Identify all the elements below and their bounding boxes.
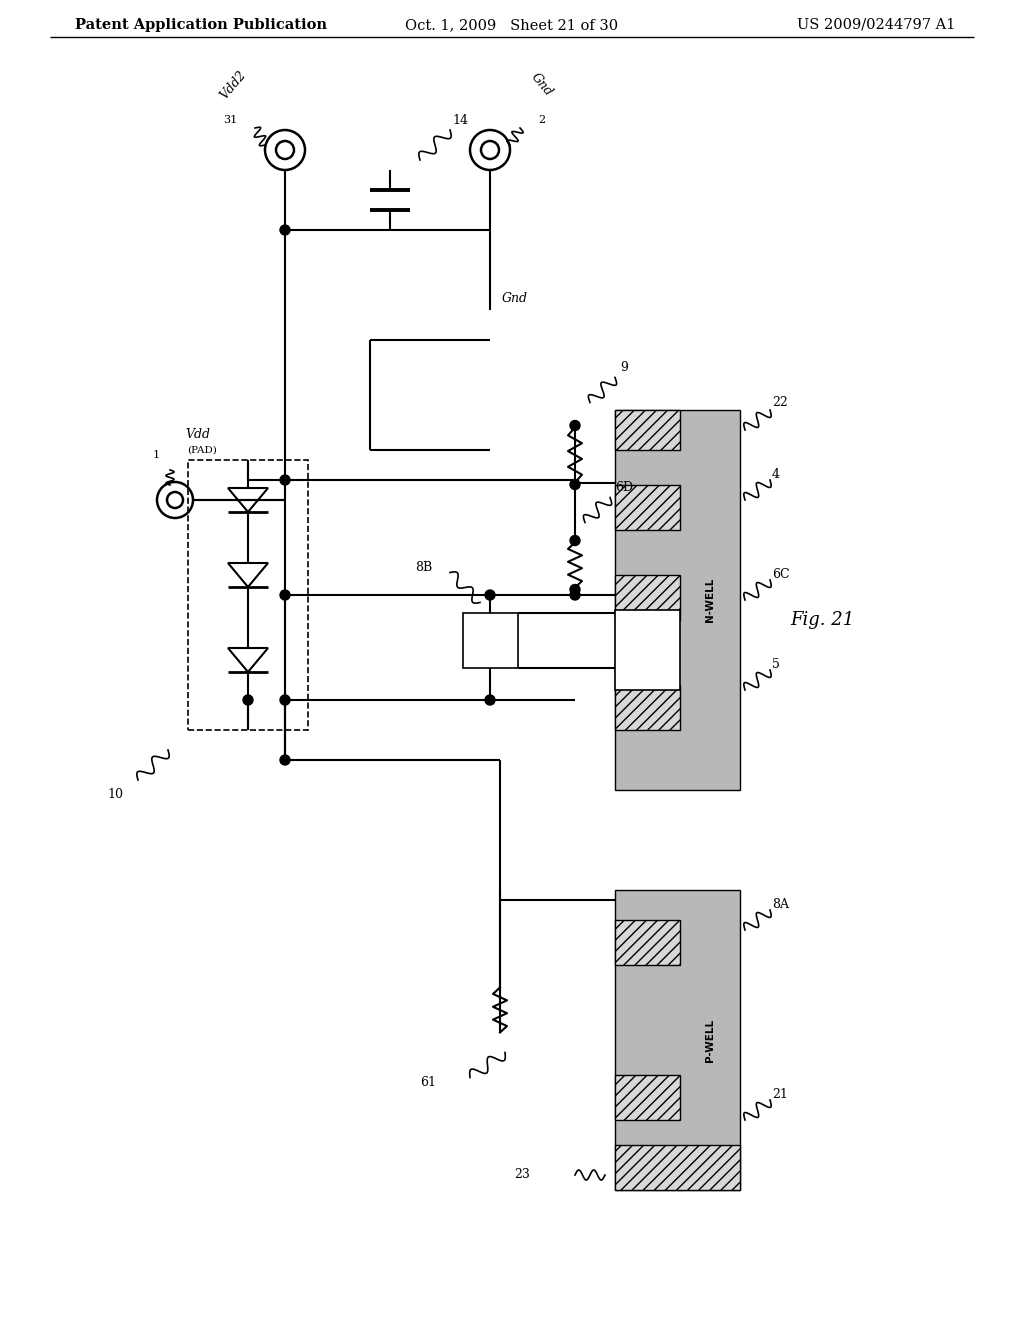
Circle shape [570, 421, 580, 430]
Text: Gnd: Gnd [528, 71, 555, 99]
Text: Fig. 21: Fig. 21 [790, 611, 854, 630]
Bar [615, 484, 680, 531]
Circle shape [485, 590, 495, 601]
Text: P-WELL: P-WELL [705, 1019, 715, 1061]
Text: Patent Application Publication: Patent Application Publication [75, 18, 327, 32]
Circle shape [570, 536, 580, 545]
Bar [463, 612, 517, 668]
Text: 8B: 8B [415, 561, 432, 574]
Bar [615, 1144, 740, 1191]
Bar [615, 920, 680, 965]
Circle shape [280, 696, 290, 705]
Text: (PAD): (PAD) [187, 446, 217, 454]
Text: N-WELL: N-WELL [705, 578, 715, 622]
Bar [615, 576, 680, 620]
Text: 31: 31 [223, 115, 237, 125]
Circle shape [570, 479, 580, 490]
Text: 21: 21 [772, 1089, 787, 1101]
Text: 9: 9 [620, 360, 628, 374]
Circle shape [280, 224, 290, 235]
Bar [615, 890, 740, 1191]
Text: 14: 14 [452, 114, 468, 127]
Text: 61: 61 [420, 1076, 436, 1089]
Bar [615, 411, 680, 450]
Circle shape [280, 475, 290, 484]
Text: 4: 4 [772, 469, 780, 482]
Circle shape [570, 585, 580, 594]
Text: 22: 22 [772, 396, 787, 408]
Circle shape [280, 590, 290, 601]
Text: Vdd: Vdd [185, 429, 210, 441]
Text: 23: 23 [514, 1168, 530, 1181]
Text: 6D: 6D [615, 480, 633, 494]
Text: 8A: 8A [772, 899, 790, 912]
Circle shape [570, 590, 580, 601]
Circle shape [243, 696, 253, 705]
Bar [188, 459, 308, 730]
Text: Vdd2: Vdd2 [217, 69, 249, 102]
Bar [615, 610, 680, 690]
Bar [615, 685, 680, 730]
Circle shape [280, 755, 290, 766]
Text: 2: 2 [538, 115, 545, 125]
Text: 5: 5 [772, 659, 780, 672]
Text: Gnd: Gnd [502, 292, 528, 305]
Circle shape [485, 696, 495, 705]
Text: Oct. 1, 2009   Sheet 21 of 30: Oct. 1, 2009 Sheet 21 of 30 [406, 18, 618, 32]
Text: US 2009/0244797 A1: US 2009/0244797 A1 [797, 18, 955, 32]
Text: 1: 1 [153, 450, 160, 459]
Text: 10: 10 [106, 788, 123, 801]
Bar [615, 1074, 680, 1119]
Text: 6C: 6C [772, 569, 790, 582]
Bar [615, 411, 740, 789]
